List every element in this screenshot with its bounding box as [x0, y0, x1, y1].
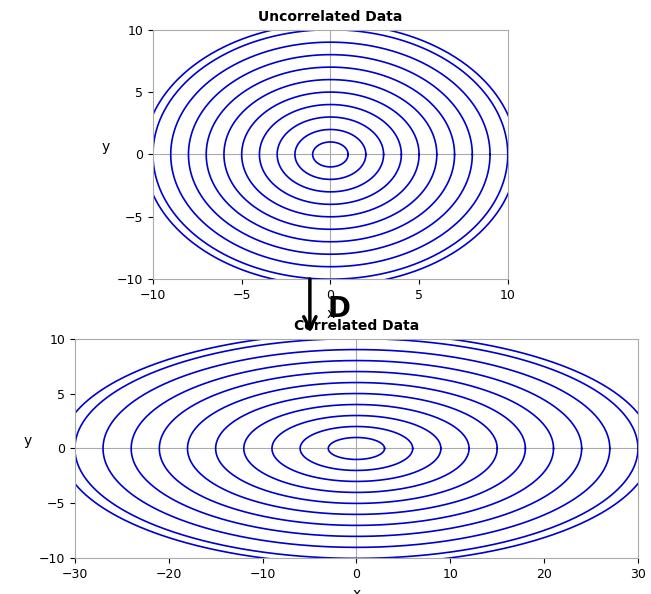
X-axis label: x: x [326, 308, 335, 321]
Title: Uncorrelated Data: Uncorrelated Data [258, 10, 402, 24]
Title: Correlated Data: Correlated Data [294, 319, 419, 333]
Y-axis label: y: y [23, 434, 32, 448]
X-axis label: x: x [352, 587, 361, 594]
Text: D: D [327, 295, 351, 323]
Y-axis label: y: y [102, 140, 110, 154]
